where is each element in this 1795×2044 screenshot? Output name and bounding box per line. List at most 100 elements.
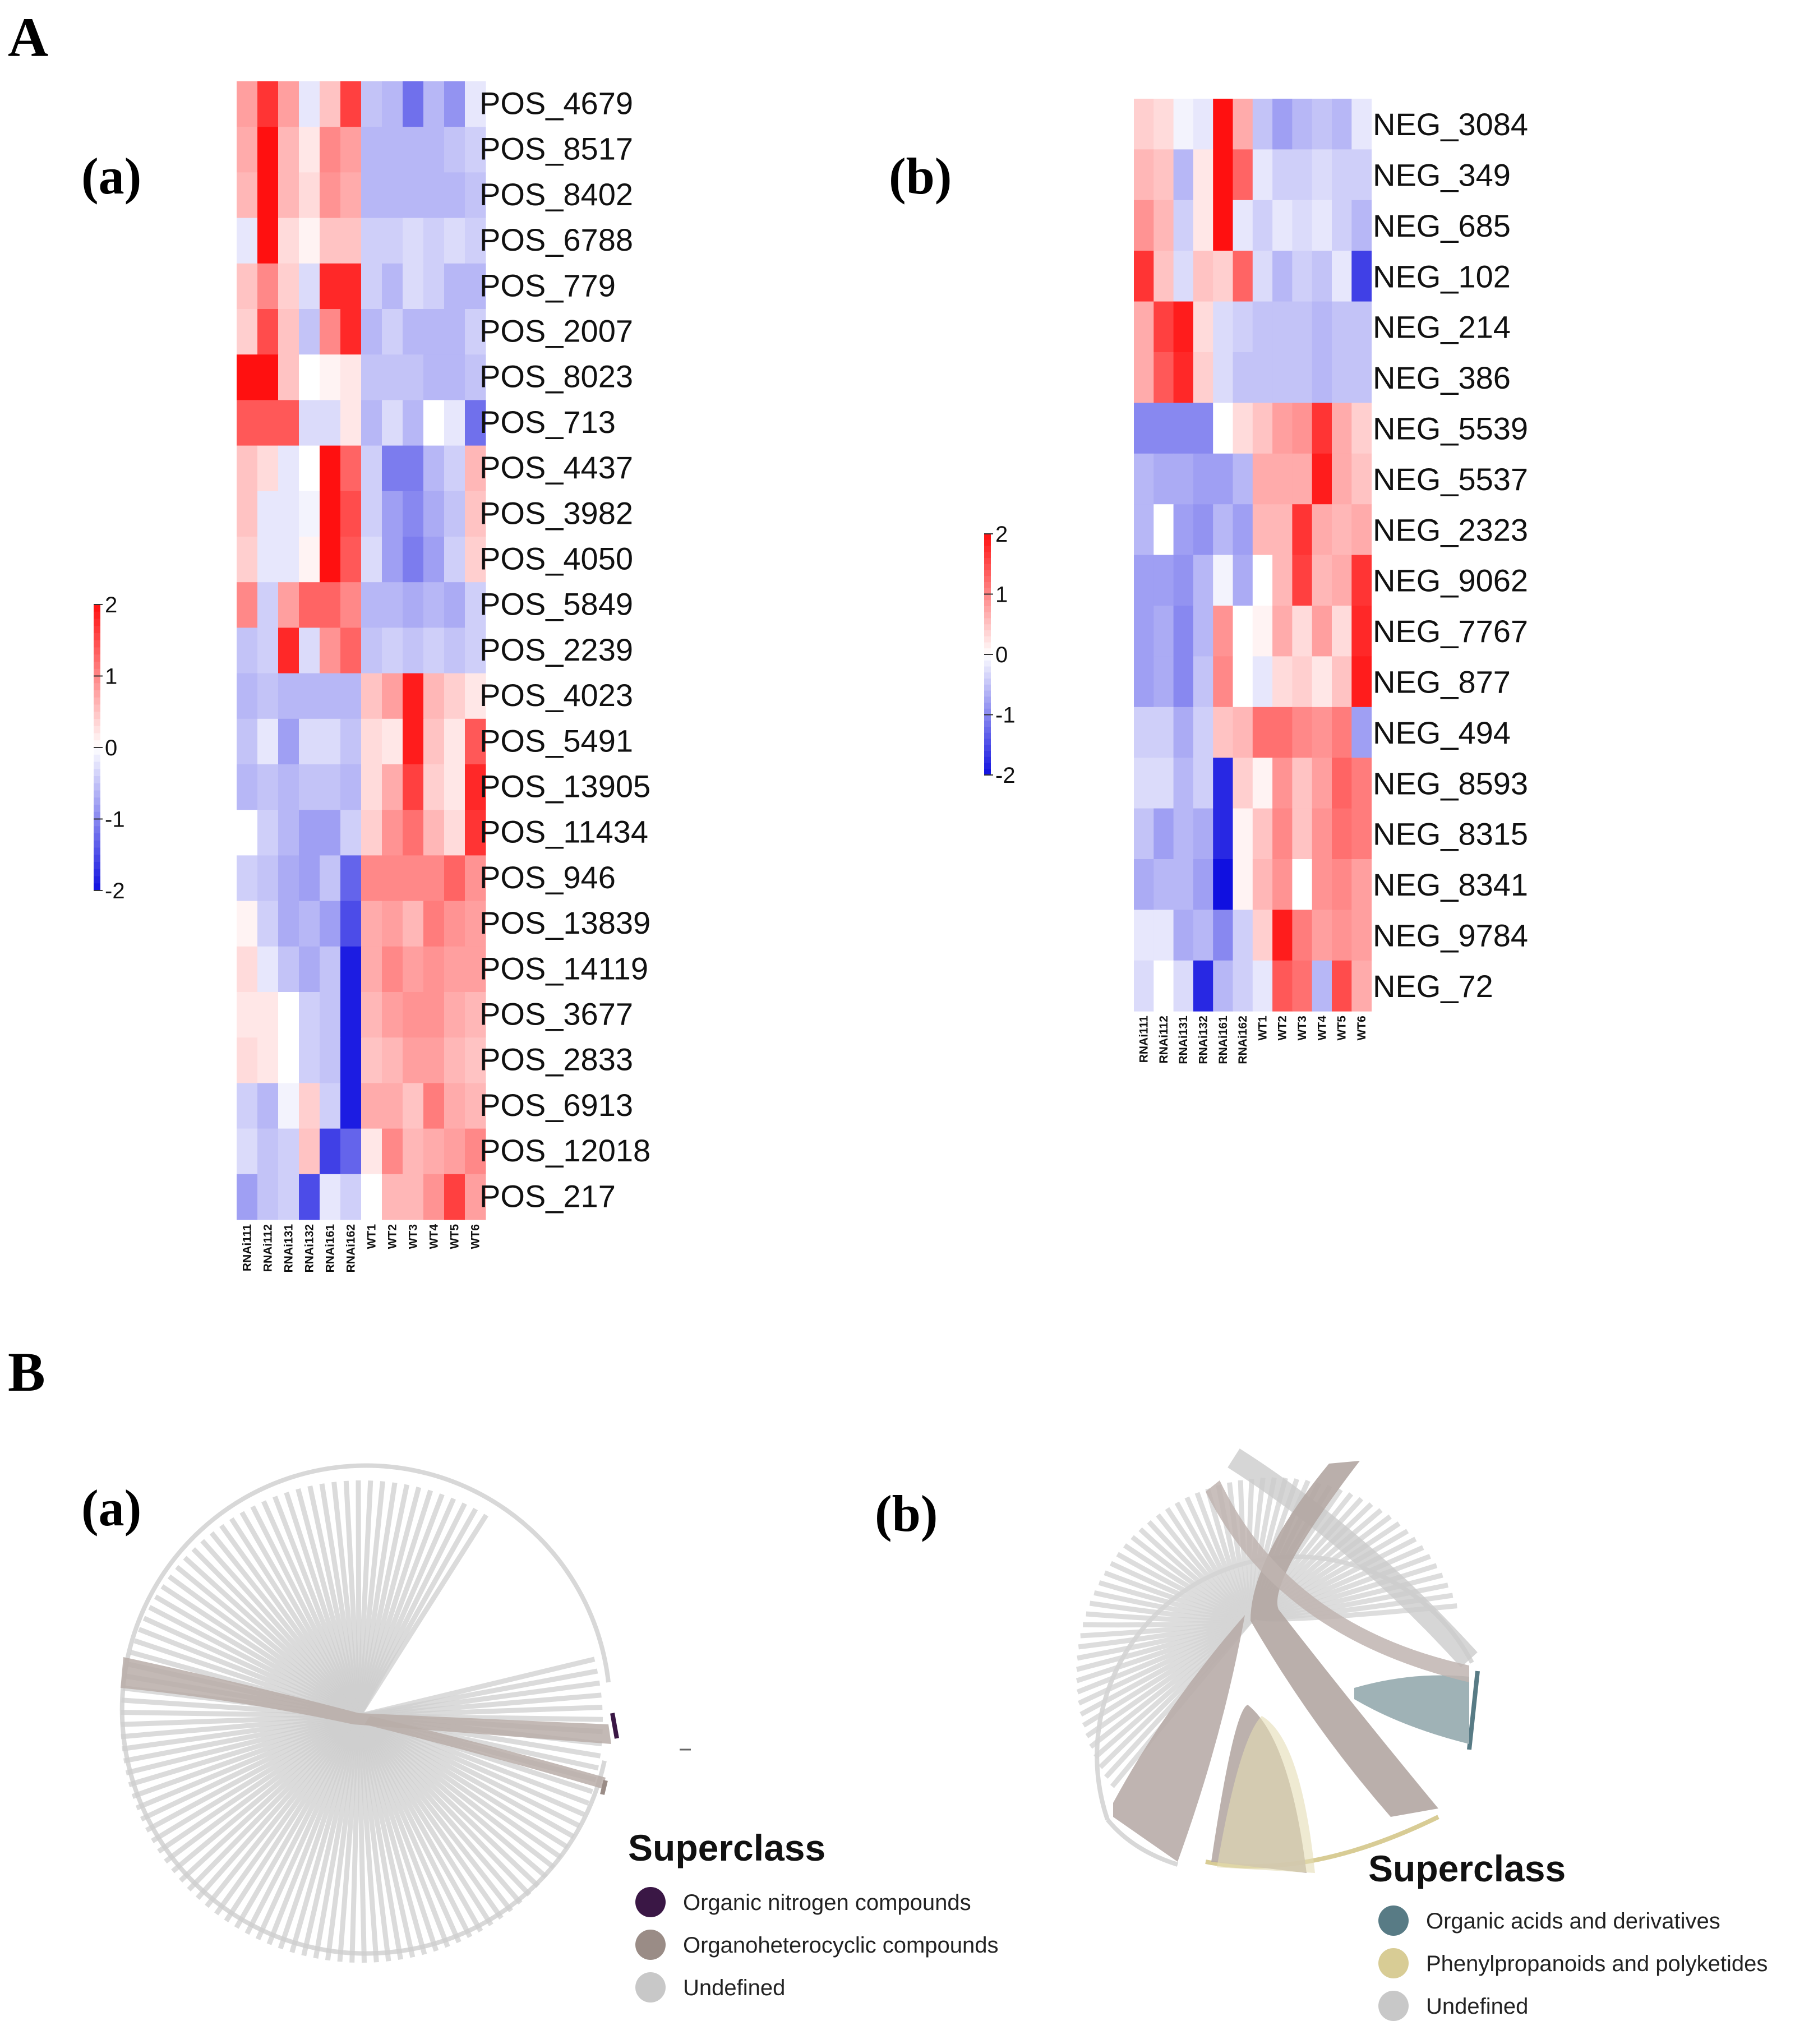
color-scale-segment [94,833,100,841]
heatmap-cell [1213,656,1233,708]
color-scale-segment [94,704,100,712]
row-label: NEG_7767 [1373,613,1528,649]
color-scale-segment [94,683,100,691]
color-scale-segment [984,570,991,576]
color-scale-segment [984,648,991,655]
color-scale-segment [94,811,100,820]
heatmap-cell [382,946,403,993]
row-label: POS_217 [479,1178,616,1214]
heatmap-cell [361,718,382,765]
color-scale-segment [984,684,991,691]
color-scale-segment [984,672,991,679]
heatmap-cell [403,172,424,219]
heatmap-cell [1351,301,1372,353]
heatmap-cell [320,764,341,810]
heatmap-cell [361,1174,382,1220]
column-label: WT4 [428,1224,441,1249]
color-scale-segment [984,708,991,716]
heatmap-cell [423,172,445,219]
color-scale-segment [94,619,100,626]
heatmap-cell [257,218,279,264]
heatmap-cell [237,582,258,628]
heatmap-cell [1252,301,1273,353]
heatmap-cell [1213,352,1233,403]
heatmap-cell [237,764,258,810]
heatmap-cell [1252,960,1273,1012]
heatmap-cell [1173,504,1194,556]
color-scale-segment [94,740,100,748]
heatmap-cell [444,673,465,719]
color-scale-segment [984,703,991,709]
heatmap-cell [237,445,258,492]
heatmap-cell [1134,808,1154,860]
heatmap-cell [1312,453,1332,505]
heatmap-cell [237,309,258,355]
heatmap-cell [1272,504,1293,556]
row-label: POS_2239 [479,632,633,667]
heatmap-cell [257,718,279,765]
chord-ribbon-organoheterocyclic [1250,1461,1438,1817]
heatmap-cell [361,218,382,264]
heatmap-cell [423,627,445,674]
heatmap-cell [340,901,362,947]
row-label: POS_2007 [479,313,633,348]
heatmap-cell [1153,808,1174,860]
heatmap-cell [1193,504,1213,556]
heatmap-cell [465,1128,486,1175]
heatmap-cell [361,764,382,810]
heatmap-cell [1351,808,1372,860]
heatmap-cell [1252,99,1273,150]
heatmap-cell [340,81,362,127]
heatmap-cell [423,263,445,310]
column-label: RNAi162 [345,1224,358,1272]
chord-ribbon-organic-acids [1354,1675,1469,1744]
heatmap-cell [340,855,362,902]
heatmap-cell [423,445,445,492]
color-scale-segment [94,611,100,620]
heatmap-cell [423,764,445,810]
column-label: RNAi131 [1177,1016,1190,1064]
heatmap-cell [1153,149,1174,201]
color-scale-segment [984,714,991,721]
heatmap-cell [340,946,362,993]
column-label: RNAi161 [324,1224,337,1273]
heatmap-cell [278,400,299,446]
heatmap-cell [278,1128,299,1175]
column-label: RNAi162 [1236,1016,1249,1064]
heatmap-cell [1351,149,1372,201]
heatmap-cell [1173,99,1194,150]
heatmap-cell [340,718,362,765]
heatmap-cell [1272,910,1293,961]
legend-swatch-phenylpropanoids [1378,1948,1409,1978]
heatmap-cell [299,810,320,856]
heatmap-cell [382,1037,403,1083]
heatmap-cell [1134,149,1154,201]
row-label: POS_2833 [479,1042,633,1077]
heatmap-cell [299,627,320,674]
heatmap-cell [1312,200,1332,251]
heatmap-cell [1292,555,1313,606]
heatmap-cell [237,354,258,400]
row-label: POS_4050 [479,541,633,576]
heatmap-cell [1312,910,1332,961]
heatmap-cell [1193,859,1213,910]
heatmap-cell [1351,504,1372,556]
heatmap-cell [299,81,320,127]
heatmap-cell [299,491,320,537]
heatmap-cell [403,218,424,264]
color-scale-segment [94,676,100,684]
row-label: POS_4679 [479,85,633,121]
heatmap-cell [423,218,445,264]
legend-title: Superclass [628,1827,825,1868]
color-scale-segment [984,763,991,769]
heatmap-cell [1332,707,1352,758]
color-scale-segment [94,719,100,727]
heatmap-cell [1312,352,1332,403]
heatmap-cell [465,627,486,674]
heatmap-cell [1351,403,1372,454]
heatmap-cell [257,354,279,400]
heatmap-cell [340,764,362,810]
heatmap-cell [340,1128,362,1175]
color-scale-segment [94,733,100,741]
heatmap-cell [1272,200,1293,251]
